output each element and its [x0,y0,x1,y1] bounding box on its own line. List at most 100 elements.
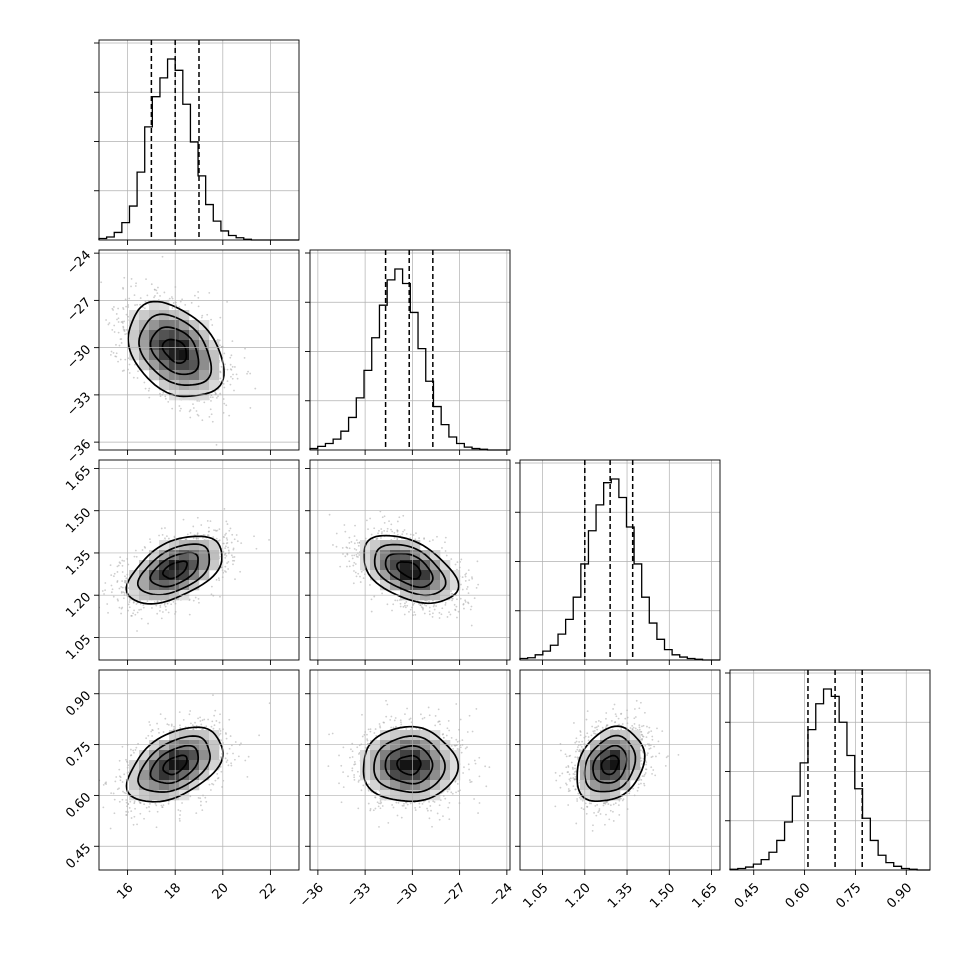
scatter-point [157,286,159,289]
scatter-point [353,761,356,763]
scatter-point [621,723,624,725]
scatter-point [432,539,434,541]
scatter-point [615,715,618,718]
scatter-point [210,593,213,596]
scatter-point [386,527,389,530]
scatter-point [651,738,654,741]
scatter-point [628,792,631,795]
scatter-point [353,776,356,779]
scatter-point [432,800,435,803]
scatter-point [609,804,612,807]
scatter-point [451,599,453,602]
scatter-point [205,725,208,728]
scatter-point [226,752,229,755]
scatter-point [136,303,138,306]
scatter-point [605,800,608,803]
scatter-point [574,764,576,767]
density-bin [179,770,190,781]
density-bin [420,730,431,741]
scatter-point [121,606,124,609]
scatter-point [612,803,615,806]
scatter-point [156,600,159,603]
scatter-point [128,807,131,809]
scatter-point [328,733,330,736]
scatter-point [460,751,463,754]
scatter-point [466,746,468,749]
scatter-point [633,708,636,710]
scatter-point [130,278,133,280]
scatter-point [379,726,382,729]
scatter-point [405,728,408,730]
scatter-point [392,726,395,729]
scatter-point [464,575,467,578]
scatter-point [164,717,167,720]
scatter-point [168,297,171,300]
scatter-point [445,734,448,737]
scatter-point [599,720,602,723]
scatter-point [373,595,376,598]
scatter-point [198,400,200,402]
scatter-point [470,605,473,608]
x-tick-label: −30 [391,880,421,910]
scatter-point [149,538,151,541]
scatter-point [125,313,128,316]
density-bin [420,750,431,761]
scatter-point [471,730,474,733]
scatter-point [170,603,173,606]
scatter-point [419,713,422,716]
scatter-point [226,539,229,541]
scatter-point [644,744,647,747]
scatter-point [224,732,227,734]
scatter-point [639,730,642,733]
scatter-point [466,586,469,588]
density-panel-3-0 [99,694,271,830]
scatter-point [649,747,652,750]
scatter-point [132,601,135,604]
density-bin [169,570,180,581]
scatter-point [438,804,441,807]
scatter-point [613,703,616,706]
scatter-point [473,798,475,800]
scatter-point [133,802,136,805]
scatter-point [478,756,481,759]
scatter-point [646,754,649,756]
panel-content [100,255,257,446]
scatter-point [442,736,445,739]
scatter-point [118,561,121,564]
scatter-point [594,805,597,807]
scatter-point [189,710,192,712]
scatter-point [409,717,412,720]
scatter-point [617,804,620,806]
scatter-point [340,801,343,804]
scatter-point [367,789,370,792]
scatter-point [404,807,407,810]
scatter-point [132,749,135,752]
scatter-point [378,802,380,805]
density-bin [139,580,150,591]
scatter-point [201,719,204,722]
contour-line [583,734,637,793]
scatter-point [586,732,589,735]
density-bin [199,330,210,341]
scatter-point [154,288,156,291]
scatter-point [120,612,122,615]
scatter-point [603,802,605,805]
density-bin [440,750,451,761]
density-bin [410,750,421,761]
scatter-point [154,294,156,297]
scatter-point [357,544,360,547]
scatter-point [220,770,223,773]
scatter-point [124,792,127,795]
scatter-point [421,717,424,720]
density-bin [139,750,150,761]
scatter-point [612,708,614,710]
scatter-point [246,775,249,778]
scatter-point [160,527,163,530]
density-bin [380,750,391,761]
scatter-point [192,525,195,528]
y-tick-label: 1.50 [63,505,94,536]
density-bin [390,750,401,761]
density-bin [600,760,611,771]
scatter-point [192,599,195,602]
scatter-point [156,810,159,813]
